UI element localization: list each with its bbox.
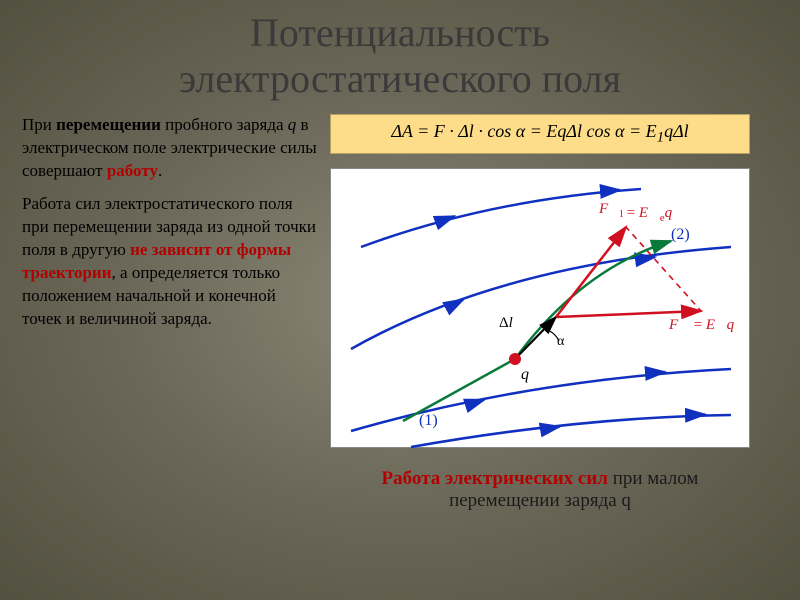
svg-text:(1): (1) xyxy=(419,412,438,429)
svg-text:(2): (2) xyxy=(671,226,690,243)
svg-text:F⃗ = E⃗q: F⃗ = E⃗q xyxy=(668,317,735,333)
svg-text:F⃗l = E⃗eq: F⃗l = E⃗eq xyxy=(598,201,673,224)
text-column: При перемещении пробного заряда q в элек… xyxy=(22,114,318,513)
title-line2: электростатического поля xyxy=(179,56,621,101)
paragraph-2: Работа сил электростатического поля при … xyxy=(22,193,318,331)
page-title: Потенциальность электростатического поля xyxy=(0,0,800,114)
paragraph-1: При перемещении пробного заряда q в элек… xyxy=(22,114,318,183)
diagram-caption: Работа электрических сил при малом перем… xyxy=(330,468,750,514)
title-line1: Потенциальность xyxy=(250,10,550,55)
formula-box: ΔA = F · Δl · cos α = EqΔl cos α = E1qΔl xyxy=(330,114,750,154)
svg-text:α: α xyxy=(557,334,565,349)
svg-text:q: q xyxy=(521,366,529,383)
svg-text:Δl⃗: Δl⃗ xyxy=(499,315,525,331)
content-area: При перемещении пробного заряда q в элек… xyxy=(0,114,800,513)
physics-diagram: q Δl⃗ α (1) (2) F⃗l = E⃗eq F⃗ = E⃗q xyxy=(330,168,750,448)
figure-column: ΔA = F · Δl · cos α = EqΔl cos α = E1qΔl… xyxy=(330,114,778,513)
